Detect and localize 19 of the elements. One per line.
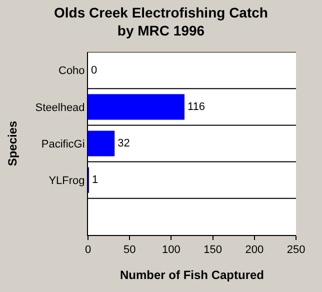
- data-label: 32: [118, 138, 130, 150]
- data-label: 116: [188, 100, 206, 113]
- x-tick-label: 250: [286, 244, 306, 256]
- data-label: 1: [92, 174, 98, 186]
- y-tick-label: YLFrog: [48, 174, 85, 187]
- x-tick-label: 150: [204, 244, 222, 256]
- y-tick-label: Steelhead: [35, 102, 85, 114]
- y-tick-label: Coho: [58, 65, 85, 78]
- bar: [88, 94, 185, 120]
- x-tick-label: 100: [162, 244, 180, 256]
- x-axis-title: Number of Fish Captured: [120, 268, 264, 282]
- bar: [88, 130, 115, 156]
- data-label: 0: [91, 64, 98, 76]
- chart-title: Olds Creek Electrofishing Catch by MRC 1996: [54, 4, 268, 39]
- x-tick-label: 50: [123, 244, 136, 256]
- y-axis-title: Species: [6, 120, 20, 166]
- y-tick-label: PacificGi: [41, 138, 85, 150]
- x-tick-label: 200: [245, 244, 264, 256]
- x-tick-label: 0: [84, 244, 92, 256]
